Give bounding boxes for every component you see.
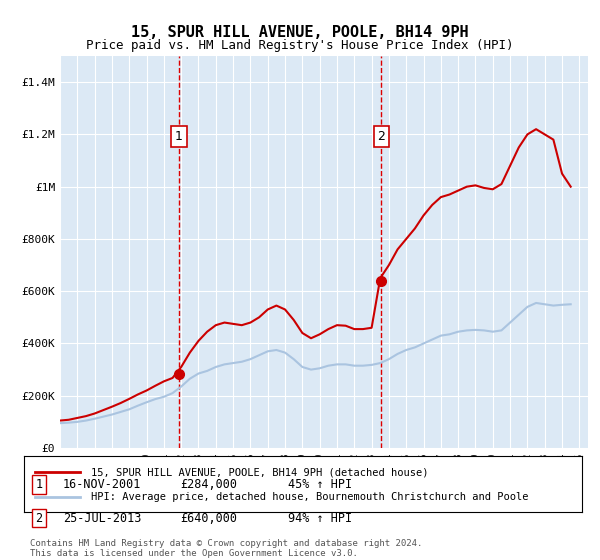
Text: Price paid vs. HM Land Registry's House Price Index (HPI): Price paid vs. HM Land Registry's House …	[86, 39, 514, 52]
Text: £284,000: £284,000	[180, 478, 237, 491]
Text: Contains HM Land Registry data © Crown copyright and database right 2024.
This d: Contains HM Land Registry data © Crown c…	[30, 539, 422, 558]
Text: 15, SPUR HILL AVENUE, POOLE, BH14 9PH: 15, SPUR HILL AVENUE, POOLE, BH14 9PH	[131, 25, 469, 40]
Text: 16-NOV-2001: 16-NOV-2001	[63, 478, 142, 491]
Text: 1: 1	[35, 478, 43, 491]
Text: 1: 1	[175, 130, 183, 143]
Text: HPI: Average price, detached house, Bournemouth Christchurch and Poole: HPI: Average price, detached house, Bour…	[91, 492, 529, 502]
Text: 94% ↑ HPI: 94% ↑ HPI	[288, 511, 352, 525]
Text: 2: 2	[377, 130, 385, 143]
Text: 25-JUL-2013: 25-JUL-2013	[63, 511, 142, 525]
Text: 15, SPUR HILL AVENUE, POOLE, BH14 9PH (detached house): 15, SPUR HILL AVENUE, POOLE, BH14 9PH (d…	[91, 467, 428, 477]
Text: £640,000: £640,000	[180, 511, 237, 525]
Text: 2: 2	[35, 511, 43, 525]
Text: 45% ↑ HPI: 45% ↑ HPI	[288, 478, 352, 491]
